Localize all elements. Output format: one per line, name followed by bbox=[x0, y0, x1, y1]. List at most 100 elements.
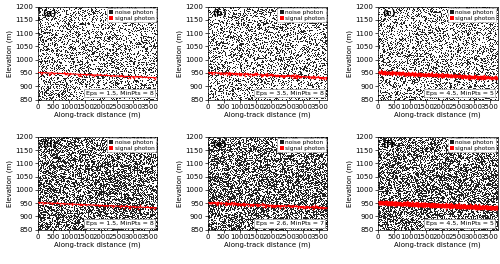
Point bbox=[292, 171, 300, 175]
Point bbox=[218, 171, 226, 175]
Point bbox=[151, 137, 159, 141]
Point bbox=[130, 14, 138, 18]
Point bbox=[478, 191, 486, 195]
Point bbox=[388, 72, 396, 77]
Point bbox=[442, 147, 450, 151]
Point bbox=[304, 150, 312, 154]
Point bbox=[100, 182, 108, 187]
Point bbox=[302, 202, 310, 206]
Point bbox=[300, 45, 308, 49]
Point bbox=[211, 204, 219, 208]
Point bbox=[450, 205, 458, 209]
Point bbox=[82, 83, 90, 87]
Point bbox=[456, 158, 464, 163]
Point bbox=[286, 214, 294, 219]
Point bbox=[426, 86, 434, 90]
Point bbox=[278, 192, 286, 196]
Point bbox=[296, 67, 304, 72]
Point bbox=[148, 154, 156, 159]
Point bbox=[132, 218, 140, 222]
Point bbox=[106, 5, 114, 9]
Point bbox=[213, 210, 221, 214]
Point bbox=[412, 36, 420, 40]
Point bbox=[415, 73, 423, 77]
Point bbox=[486, 186, 494, 190]
Point bbox=[119, 180, 127, 185]
Point bbox=[472, 84, 480, 88]
Point bbox=[410, 189, 418, 193]
Point bbox=[84, 35, 92, 39]
Point bbox=[454, 144, 462, 148]
Point bbox=[266, 146, 274, 150]
Point bbox=[392, 138, 400, 142]
Point bbox=[452, 208, 460, 213]
Point bbox=[398, 201, 406, 205]
Point bbox=[232, 227, 239, 231]
Point bbox=[64, 29, 72, 33]
Point bbox=[436, 191, 444, 195]
Point bbox=[114, 227, 122, 231]
Point bbox=[282, 11, 290, 15]
Point bbox=[150, 136, 158, 141]
Point bbox=[218, 226, 226, 230]
Point bbox=[211, 77, 219, 81]
Point bbox=[93, 50, 101, 54]
Point bbox=[382, 205, 390, 210]
Point bbox=[322, 136, 330, 140]
Point bbox=[78, 155, 86, 159]
Point bbox=[38, 89, 46, 93]
Point bbox=[301, 55, 309, 59]
Point bbox=[235, 206, 243, 210]
Point bbox=[148, 170, 156, 174]
Point bbox=[312, 171, 320, 176]
Point bbox=[450, 29, 458, 33]
Point bbox=[492, 69, 500, 73]
Point bbox=[254, 138, 262, 143]
Point bbox=[109, 52, 117, 56]
Point bbox=[424, 166, 432, 170]
Point bbox=[61, 182, 69, 187]
Point bbox=[425, 72, 433, 76]
Point bbox=[110, 204, 118, 208]
Point bbox=[400, 195, 407, 199]
Point bbox=[107, 26, 115, 30]
Point bbox=[276, 168, 284, 172]
Point bbox=[392, 140, 400, 145]
Point bbox=[36, 192, 44, 196]
Point bbox=[422, 10, 430, 14]
Point bbox=[319, 26, 327, 31]
Point bbox=[40, 171, 48, 176]
Point bbox=[42, 172, 50, 176]
Point bbox=[406, 72, 414, 77]
Point bbox=[470, 164, 478, 168]
Point bbox=[480, 205, 488, 210]
Point bbox=[232, 147, 240, 151]
Point bbox=[150, 42, 158, 46]
Point bbox=[302, 139, 310, 143]
Point bbox=[308, 141, 316, 145]
Point bbox=[218, 227, 226, 231]
Point bbox=[132, 140, 140, 144]
Point bbox=[421, 211, 429, 215]
Point bbox=[314, 223, 322, 227]
Point bbox=[458, 215, 466, 219]
Point bbox=[222, 147, 230, 151]
Point bbox=[488, 43, 496, 47]
Point bbox=[430, 74, 438, 78]
Point bbox=[252, 57, 260, 62]
Point bbox=[134, 204, 141, 209]
Point bbox=[403, 201, 411, 206]
Point bbox=[266, 174, 274, 178]
Point bbox=[207, 15, 215, 20]
Point bbox=[314, 175, 322, 179]
Point bbox=[236, 81, 244, 85]
Point bbox=[306, 63, 314, 67]
Point bbox=[482, 15, 490, 19]
Point bbox=[146, 169, 154, 173]
Point bbox=[114, 183, 122, 188]
Point bbox=[404, 143, 411, 148]
Point bbox=[316, 19, 324, 23]
Point bbox=[425, 202, 433, 206]
Point bbox=[446, 53, 454, 58]
Point bbox=[250, 137, 258, 142]
